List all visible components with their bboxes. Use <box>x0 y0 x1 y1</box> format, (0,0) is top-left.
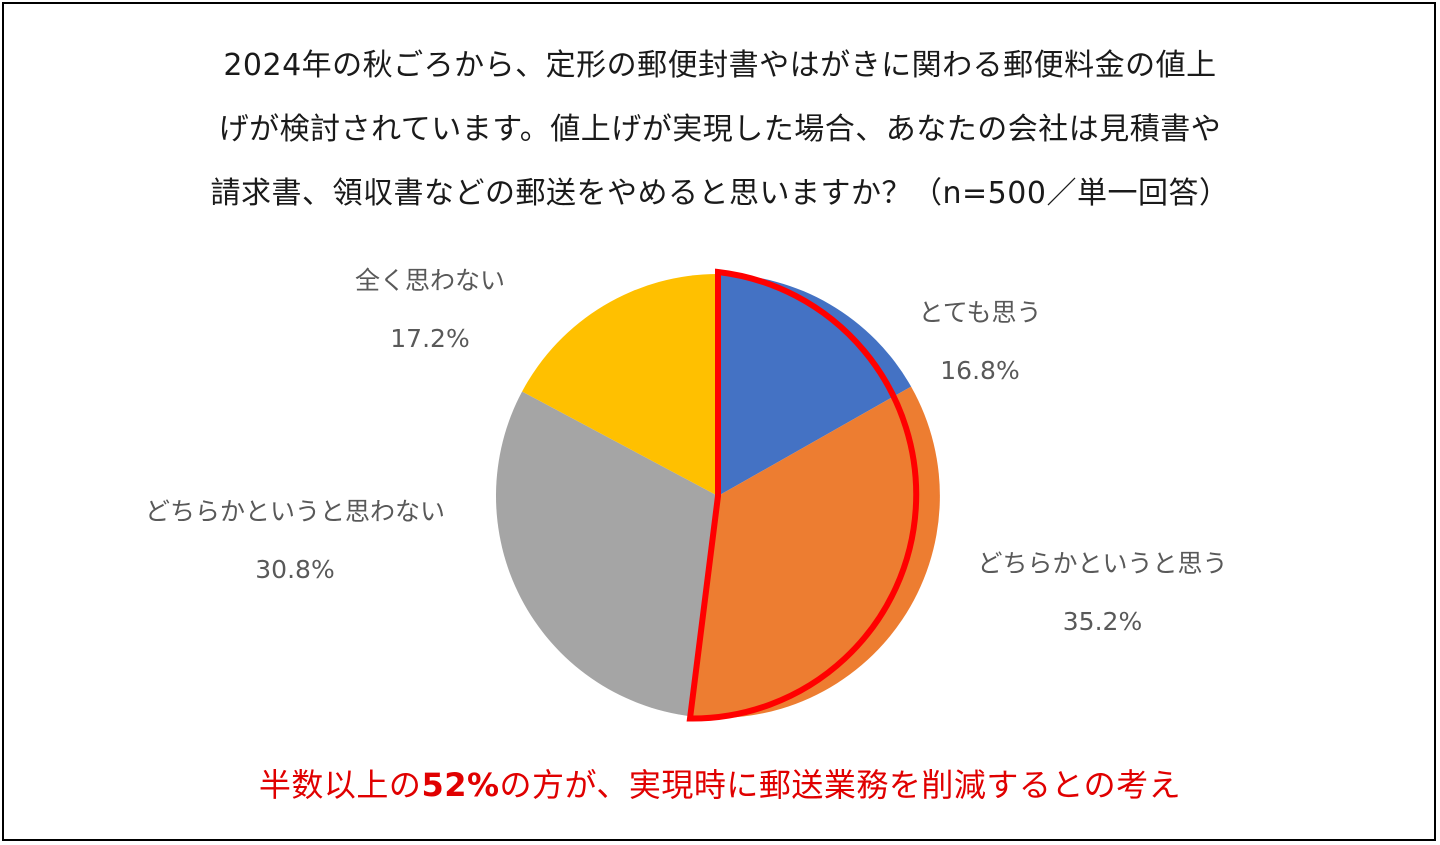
label-name: とても思う <box>918 298 1042 327</box>
label-dochiraka-omou: どちらかというと思う 35.2% <box>950 551 1255 634</box>
label-percent: 30.8% <box>255 555 335 584</box>
highlight-outline <box>686 268 920 722</box>
slice-dochiraka-omou <box>690 386 940 718</box>
chart-title-line-1: 2024年の秋ごろから、定形の郵便封書やはがきに関わる郵便料金の値上 <box>223 48 1217 83</box>
label-percent: 35.2% <box>1062 607 1143 636</box>
label-name: どちらかというと思う <box>977 549 1228 578</box>
label-mattaku-omowanai: 全く思わない 17.2% <box>330 268 530 351</box>
caption-highlight: 52% <box>421 766 500 804</box>
slice-dochiraka-omowanai <box>495 391 718 717</box>
chart-title-line-2: げが検討されています。値上げが実現した場合、あなたの会社は見積書や <box>218 112 1222 147</box>
caption-after: の方が、実現時に郵送業務を削減するとの考え <box>499 766 1182 804</box>
summary-caption: 半数以上の52%の方が、実現時に郵送業務を削減するとの考え <box>0 760 1440 806</box>
label-totemo-omou: とても思う 16.8% <box>880 300 1080 383</box>
label-percent: 16.8% <box>940 356 1020 385</box>
chart-title-line-3: 請求書、領収書などの郵送をやめると思いますか？（n=500／単一回答） <box>210 176 1230 211</box>
label-percent: 17.2% <box>390 324 470 353</box>
slice-totemo-omou <box>718 274 912 496</box>
slice-mattaku-omowanai <box>522 274 718 496</box>
label-name: どちらかというと思わない <box>144 497 445 526</box>
label-name: 全く思わない <box>354 266 505 295</box>
label-dochiraka-omowanai: どちらかというと思わない 30.8% <box>110 499 480 582</box>
caption-before: 半数以上の <box>258 766 422 804</box>
